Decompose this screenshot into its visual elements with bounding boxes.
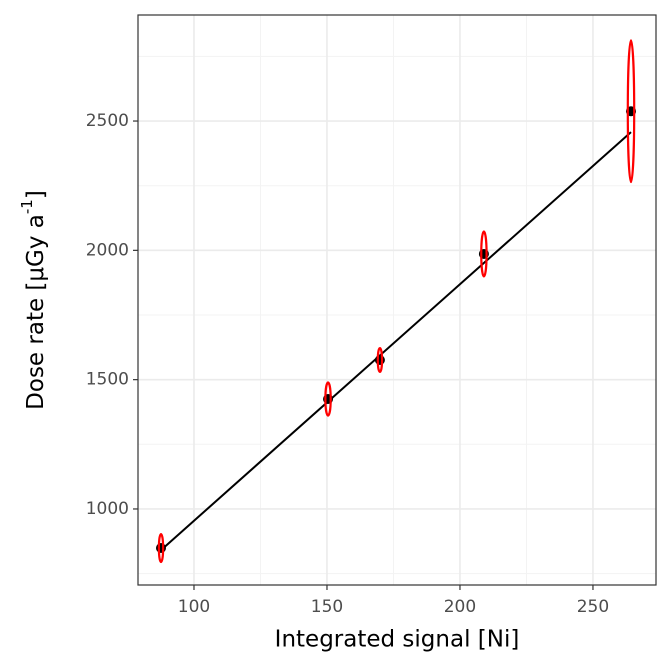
x-tick-label: 150	[311, 597, 343, 617]
y-tick-label: 1500	[86, 370, 129, 390]
point	[374, 355, 385, 365]
y-tick-label: 1000	[86, 499, 129, 519]
error-ellipse	[324, 381, 332, 417]
x-tick-label: 200	[444, 597, 476, 617]
x-axis-title: Integrated signal [Ni]	[275, 627, 520, 653]
error-ellipse	[376, 347, 384, 373]
error-ellipse	[626, 39, 636, 184]
point	[156, 543, 167, 554]
y-axis-title: Dose rate [μGy a-1]	[18, 190, 49, 410]
error-ellipse	[157, 532, 165, 564]
x-tick-label: 250	[577, 597, 609, 617]
y-title-suffix: ]	[23, 190, 49, 199]
y-tick-label: 2500	[86, 111, 129, 131]
panel-border	[137, 14, 657, 586]
y-title-text: Dose rate [μGy a	[23, 214, 49, 410]
y-title-sup: -1	[18, 199, 36, 214]
fit-line	[160, 131, 632, 551]
y-tick-label: 2000	[86, 240, 129, 260]
error-ellipse	[480, 230, 488, 278]
x-tick-label: 100	[178, 597, 210, 617]
